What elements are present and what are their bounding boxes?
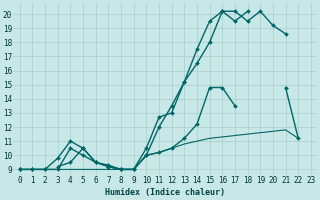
X-axis label: Humidex (Indice chaleur): Humidex (Indice chaleur) [105, 188, 225, 197]
